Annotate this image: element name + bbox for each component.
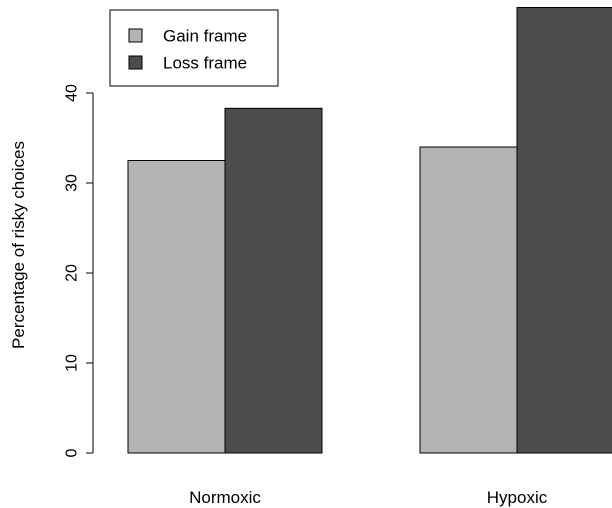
category-label-hypoxic: Hypoxic: [487, 488, 548, 507]
y-tick-label: 40: [64, 84, 81, 102]
legend-box: [109, 9, 279, 87]
bar-gain-frame-hypoxic: [419, 146, 518, 454]
bars: [127, 7, 612, 454]
category-label-normoxic: Normoxic: [189, 488, 261, 507]
legend-swatch-loss-frame: [128, 55, 143, 70]
y-tick-label: 20: [64, 264, 81, 282]
y-axis: 0 10 20 30 40: [64, 84, 94, 457]
y-tick-label: 10: [64, 354, 81, 372]
legend-label-gain-frame: Gain frame: [163, 27, 247, 46]
y-tick-label: 0: [64, 448, 81, 457]
y-tick-label: 30: [64, 174, 81, 192]
bar-gain-frame-normoxic: [127, 160, 226, 454]
legend: Gain frame Loss frame: [109, 9, 279, 87]
y-axis-title: Percentage of risky choices: [9, 141, 28, 349]
legend-swatch-gain-frame: [128, 28, 143, 43]
legend-label-loss-frame: Loss frame: [163, 54, 247, 73]
bar-loss-frame-hypoxic: [516, 7, 612, 454]
category-labels: Normoxic Hypoxic: [189, 488, 548, 507]
bar-loss-frame-normoxic: [224, 107, 323, 454]
